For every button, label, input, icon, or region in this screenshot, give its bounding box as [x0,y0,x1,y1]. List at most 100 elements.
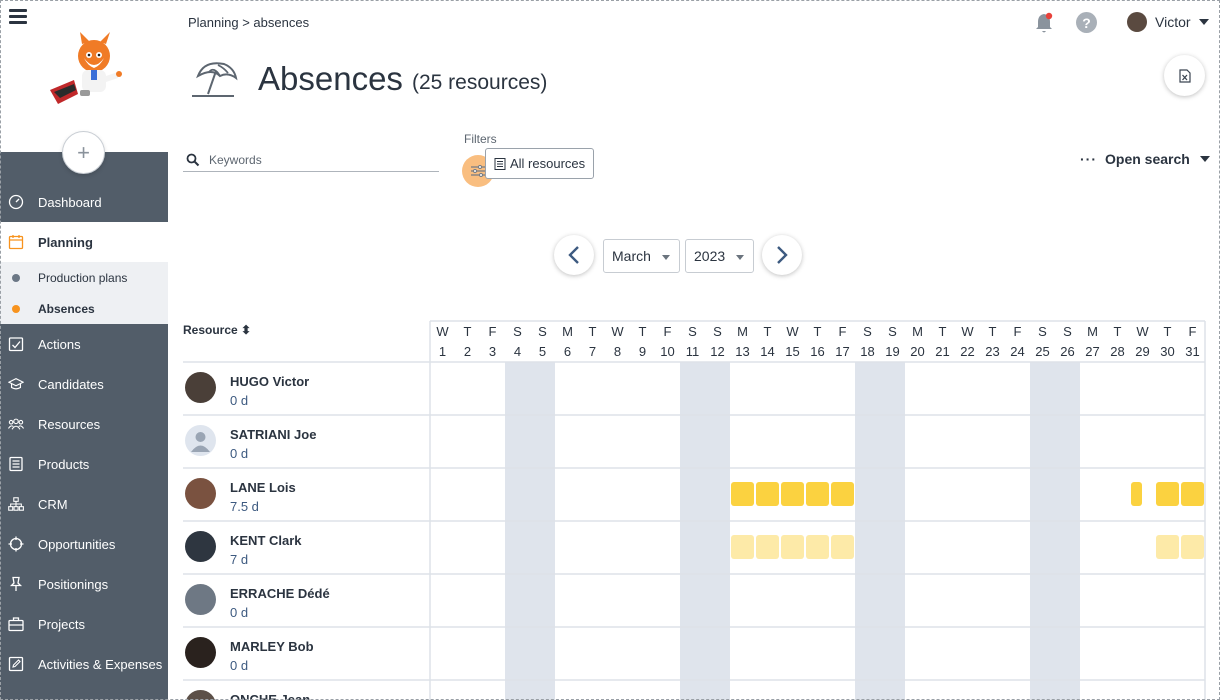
fox-logo [50,32,122,104]
notifications-bell-icon[interactable] [1034,12,1054,34]
sidebar-header [0,0,168,152]
sidebar-item-label: Resources [38,416,101,432]
export-excel-button[interactable] [1164,55,1205,96]
table-row[interactable]: SATRIANI Joe 0 d [183,415,1205,468]
year-value: 2023 [694,248,726,264]
absence-block[interactable] [781,482,804,506]
add-button[interactable]: + [62,131,105,174]
absence-block[interactable] [781,535,804,559]
avatar [185,531,216,562]
search-input[interactable] [209,152,429,167]
sidebar-item-positionings[interactable]: Positionings [0,564,168,604]
keyword-search [183,148,439,172]
previous-month-button[interactable] [554,235,594,275]
sidebar-item-resources[interactable]: Resources [0,404,168,444]
crosshair-icon [8,536,24,552]
weekday-label: T [638,324,647,339]
weekday-label: W [786,324,799,339]
sidebar-item-projects[interactable]: Projects [0,604,168,644]
day-number-label: 27 [1085,344,1100,359]
weekday-label: T [463,324,472,339]
month-select[interactable]: March [603,239,680,273]
month-value: March [612,248,651,264]
resource-name[interactable]: LANE Lois [230,480,296,495]
absence-block[interactable] [1156,482,1179,506]
sidebar-item-candidates[interactable]: Candidates [0,364,168,404]
resource-column-header[interactable]: Resource ⬍ [183,323,252,337]
weekday-label: W [436,324,449,339]
absence-block[interactable] [756,482,779,506]
table-row[interactable]: HUGO Victor 0 d [183,362,1205,415]
day-number-label: 1 [438,344,447,359]
day-number-label: 10 [660,344,675,359]
resource-name[interactable]: ERRACHE Dédé [230,586,330,601]
open-search-label: Open search [1105,151,1190,167]
avatar [185,637,216,668]
sidebar-item-products[interactable]: Products [0,444,168,484]
bullet-icon [12,304,20,313]
weekday-label: F [1188,324,1197,339]
avatar [185,372,216,403]
sidebar: + Dashboard Planning Production plans Ab… [0,0,168,700]
weekend-column [680,362,705,700]
sidebar-item-opportunities[interactable]: Opportunities [0,524,168,564]
resource-name[interactable]: KENT Clark [230,533,302,548]
weekday-label: F [663,324,672,339]
resource-name[interactable]: SATRIANI Joe [230,427,317,442]
sidebar-subitem-label: Production plans [38,270,128,285]
absence-block[interactable] [1181,535,1204,559]
beach-umbrella-icon [192,62,238,97]
resource-name[interactable]: ONCHE Jean [230,692,311,700]
sidebar-subitem-production-plans[interactable]: Production plans [0,262,168,293]
table-row[interactable]: KENT Clark 7 d [183,521,1205,574]
filters-label: Filters [464,132,497,146]
resource-name[interactable]: HUGO Victor [230,374,310,389]
chevron-down-icon [1198,19,1209,25]
day-number-label: 12 [710,344,725,359]
sidebar-subitem-label: Absences [38,301,95,316]
sidebar-subitem-absences[interactable]: Absences [0,293,168,324]
people-icon [8,416,24,432]
day-number-label: 5 [538,344,547,359]
table-row[interactable]: ONCHE Jean [183,680,1205,700]
absence-block[interactable] [731,535,754,559]
resource-name[interactable]: MARLEY Bob [230,639,314,654]
sidebar-item-activities-expenses[interactable]: Activities & Expenses [0,644,168,684]
absence-block[interactable] [831,482,854,506]
year-select[interactable]: 2023 [685,239,754,273]
table-row[interactable]: MARLEY Bob 0 d [183,627,1205,680]
open-search-toggle[interactable]: ··· Open search [1080,151,1210,167]
sidebar-item-crm[interactable]: CRM [0,484,168,524]
table-row[interactable]: ERRACHE Dédé 0 d [183,574,1205,627]
absence-block[interactable] [756,535,779,559]
absence-block[interactable] [1156,535,1179,559]
page-title: Absences [258,60,403,97]
table-row[interactable]: LANE Lois 7.5 d [183,468,1205,521]
absence-block[interactable] [731,482,754,506]
weekday-label: M [737,324,748,339]
breadcrumb[interactable]: Planning > absences [188,15,309,30]
weekday-label: W [1136,324,1149,339]
sidebar-item-dashboard[interactable]: Dashboard [0,182,168,222]
day-number-label: 11 [685,344,700,359]
sidebar-item-planning[interactable]: Planning [0,222,168,262]
sidebar-item-label: Candidates [38,376,104,392]
absence-block[interactable] [806,482,829,506]
absence-block[interactable] [831,535,854,559]
chevron-down-icon [736,255,744,260]
user-menu[interactable]: Victor [1127,12,1209,32]
next-month-button[interactable] [762,235,802,275]
breadcrumb-text[interactable]: Planning > absences [188,15,310,30]
absence-block[interactable] [806,535,829,559]
all-resources-filter[interactable]: All resources [485,148,594,179]
help-icon[interactable]: ? [1076,12,1097,33]
weekend-column [705,362,730,700]
absence-block[interactable] [1181,482,1204,506]
absence-days-total: 7.5 d [230,499,259,514]
avatar [1127,12,1147,32]
hamburger-menu-icon[interactable] [9,9,27,25]
sidebar-item-actions[interactable]: Actions [0,324,168,364]
avatar [185,690,216,700]
absence-block[interactable] [1131,482,1142,506]
weekday-label: S [863,324,872,339]
